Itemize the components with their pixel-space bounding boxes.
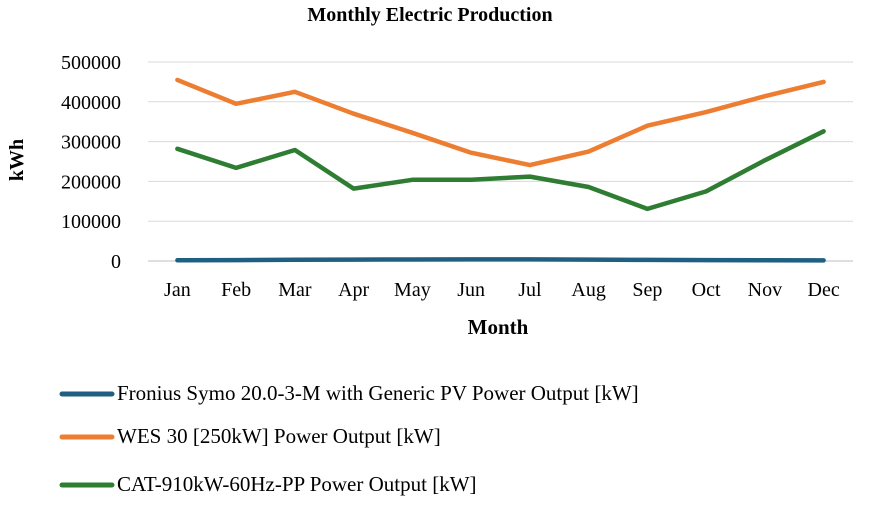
series-line-3	[175, 129, 826, 212]
legend-item: CAT-910kW-60Hz-PP Power Output [kW]	[59, 472, 477, 496]
y-tick-label: 200000	[61, 171, 121, 193]
x-tick-label: Feb	[221, 279, 251, 301]
x-axis-label: Month	[468, 315, 529, 339]
chart-title: Monthly Electric Production	[307, 4, 552, 26]
x-axis-ticks: Jan Feb Mar Apr May Jun Jul Aug Sep Oct Nov Dec	[164, 279, 840, 301]
x-tick-label: Jan	[164, 279, 191, 301]
legend-label: WES 30 [250kW] Power Output [kW]	[117, 424, 441, 448]
legend-label: CAT-910kW-60Hz-PP Power Output [kW]	[117, 472, 477, 496]
x-tick-label: Dec	[808, 279, 840, 301]
series-line-1	[175, 257, 826, 263]
x-tick-label: Oct	[692, 279, 721, 301]
x-tick-label: May	[394, 279, 431, 301]
legend-item: Fronius Symo 20.0-3-M with Generic PV Po…	[59, 381, 639, 405]
x-tick-label: Jul	[518, 279, 542, 301]
legend-item: WES 30 [250kW] Power Output [kW]	[59, 424, 441, 448]
series-line-2	[175, 77, 826, 168]
y-tick-label: 100000	[61, 211, 121, 233]
x-tick-label: Nov	[748, 279, 782, 301]
x-tick-label: Apr	[338, 279, 369, 301]
y-tick-label: 0	[111, 251, 121, 273]
legend: Fronius Symo 20.0-3-M with Generic PV Po…	[59, 381, 639, 496]
y-tick-label: 400000	[61, 92, 121, 114]
y-tick-label: 300000	[61, 132, 121, 154]
y-tick-label: 500000	[61, 52, 121, 74]
y-axis-ticks: 0 100000 200000 300000 400000 500000	[61, 52, 121, 273]
x-tick-label: Jun	[457, 279, 485, 301]
x-tick-label: Mar	[278, 279, 312, 301]
y-axis-label: kWh	[6, 139, 28, 181]
legend-label: Fronius Symo 20.0-3-M with Generic PV Po…	[117, 381, 639, 405]
x-tick-label: Aug	[571, 279, 605, 301]
series-lines	[175, 77, 826, 263]
x-tick-label: Sep	[632, 279, 662, 301]
